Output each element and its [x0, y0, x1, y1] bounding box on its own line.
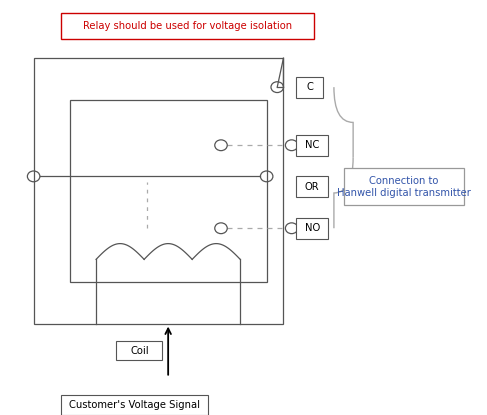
FancyBboxPatch shape: [297, 76, 323, 98]
Text: Coil: Coil: [130, 346, 149, 356]
Text: Relay should be used for voltage isolation: Relay should be used for voltage isolati…: [83, 21, 292, 31]
FancyBboxPatch shape: [297, 134, 328, 156]
Bar: [34, 58, 283, 324]
Text: NC: NC: [305, 140, 319, 150]
FancyBboxPatch shape: [343, 168, 464, 205]
FancyBboxPatch shape: [116, 341, 162, 360]
FancyBboxPatch shape: [297, 217, 328, 239]
Text: Customer's Voltage Signal: Customer's Voltage Signal: [69, 400, 200, 410]
FancyBboxPatch shape: [297, 176, 328, 197]
Text: C: C: [306, 82, 313, 92]
Bar: [70, 100, 267, 282]
FancyBboxPatch shape: [60, 13, 314, 39]
Text: OR: OR: [305, 182, 319, 192]
Text: NO: NO: [305, 223, 320, 233]
Text: Connection to
Hanwell digital transmitter: Connection to Hanwell digital transmitte…: [337, 176, 470, 198]
FancyBboxPatch shape: [61, 395, 208, 415]
